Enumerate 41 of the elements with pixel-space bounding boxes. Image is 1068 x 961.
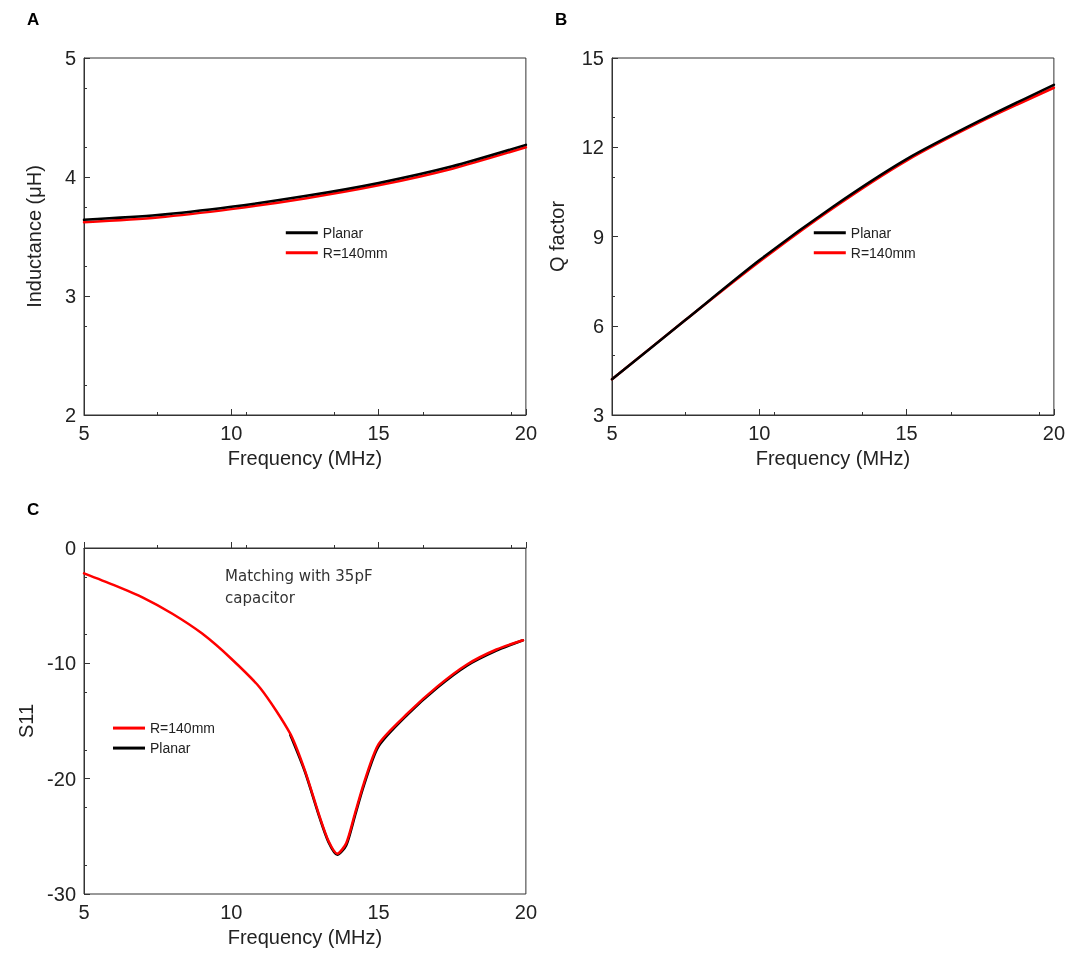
x-tick-label: 10 — [220, 901, 243, 923]
y-tick-label: 12 — [581, 136, 604, 159]
chart-title: B — [555, 10, 568, 29]
chart-title: A — [27, 10, 40, 29]
y-axis-title: Q factor — [546, 200, 568, 273]
x-tick-label: 15 — [895, 422, 918, 444]
chart-title: C — [27, 500, 40, 519]
legend-label: R=140mm — [150, 720, 215, 737]
x-axis-title: Frequency (MHz) — [227, 446, 383, 469]
y-tick-label: 3 — [64, 285, 76, 307]
x-tick-label: 10 — [220, 422, 243, 444]
y-tick-label: 4 — [64, 166, 76, 188]
x-tick-label: 5 — [606, 422, 618, 444]
x-tick-label: 15 — [367, 901, 390, 923]
legend-label: Planar — [322, 224, 364, 241]
x-tick-label: 20 — [514, 901, 537, 923]
y-tick-label: -30 — [47, 883, 76, 905]
annotation: Matching with 35pF capacitor — [225, 567, 378, 607]
y-tick-label: 5 — [64, 47, 76, 69]
x-tick-label: 10 — [748, 422, 771, 444]
y-tick-label: -10 — [47, 652, 76, 675]
y-tick-label: 0 — [64, 537, 76, 559]
legend-label: Planar — [850, 224, 892, 241]
y-axis-title: Inductance (μH) — [23, 165, 45, 308]
y-tick-label: -20 — [47, 767, 76, 790]
legend-label: Planar — [150, 740, 191, 757]
y-tick-label: 2 — [64, 404, 76, 426]
x-tick-label: 20 — [1042, 422, 1065, 444]
x-tick-label: 20 — [514, 422, 537, 444]
x-tick-label: 5 — [78, 422, 90, 444]
x-tick-label: 5 — [78, 901, 90, 923]
legend-label: R=140mm — [322, 244, 388, 261]
legend-label: R=140mm — [850, 244, 916, 261]
y-axis-title: S11 — [15, 703, 38, 739]
y-tick-label: 9 — [592, 225, 604, 248]
x-axis-title: Frequency (MHz) — [227, 925, 383, 948]
y-tick-label: 3 — [592, 404, 604, 426]
y-tick-label: 15 — [581, 47, 604, 69]
y-tick-label: 6 — [592, 314, 604, 337]
x-tick-label: 15 — [367, 422, 390, 444]
x-axis-title: Frequency (MHz) — [755, 446, 911, 469]
